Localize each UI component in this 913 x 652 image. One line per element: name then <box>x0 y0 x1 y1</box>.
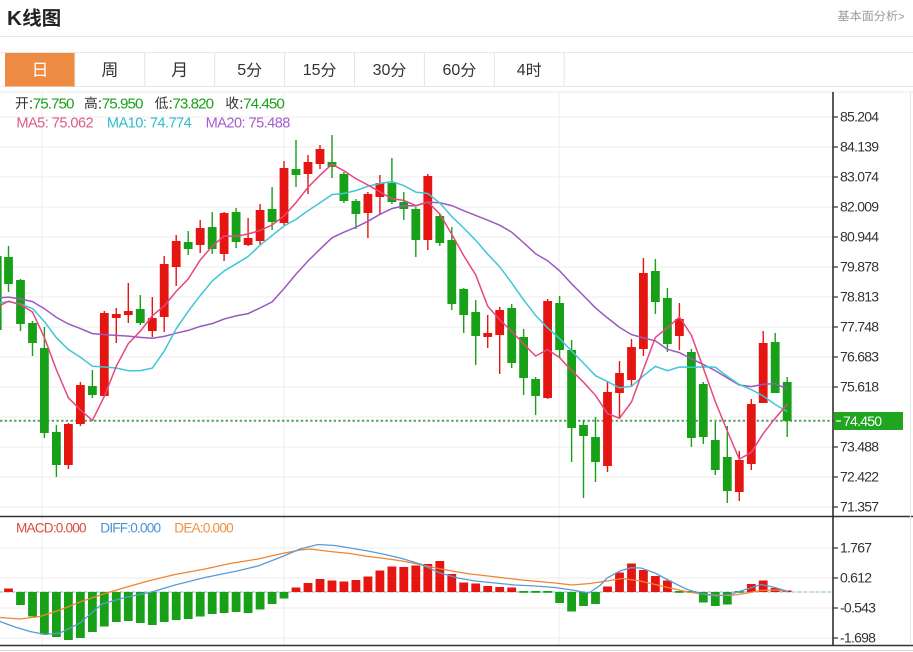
svg-text:60: 60 <box>443 62 461 79</box>
svg-text:83.074: 83.074 <box>840 169 879 185</box>
svg-text:76.683: 76.683 <box>840 349 879 365</box>
svg-text:74.450: 74.450 <box>243 96 284 113</box>
svg-text:79.878: 79.878 <box>840 259 879 275</box>
svg-text:K: K <box>7 7 22 30</box>
svg-text:DEA:0.000: DEA:0.000 <box>174 521 234 536</box>
svg-text:1.767: 1.767 <box>840 540 872 556</box>
svg-text:74.450: 74.450 <box>843 413 882 429</box>
svg-text::: : <box>169 96 173 113</box>
svg-text:71.357: 71.357 <box>840 499 879 515</box>
svg-text:-0.543: -0.543 <box>840 600 876 616</box>
svg-text:4: 4 <box>517 62 526 79</box>
svg-text:MACD:0.000: MACD:0.000 <box>16 521 87 536</box>
svg-text:>: > <box>898 11 905 23</box>
svg-text:84.139: 84.139 <box>840 139 879 155</box>
svg-text::: : <box>29 96 33 113</box>
svg-text:73.820: 73.820 <box>172 96 213 113</box>
svg-text:72.422: 72.422 <box>840 469 879 485</box>
svg-text:-1.698: -1.698 <box>840 630 876 646</box>
svg-text:75.618: 75.618 <box>840 379 879 395</box>
svg-text:82.009: 82.009 <box>840 199 879 215</box>
svg-text:77.748: 77.748 <box>840 319 879 335</box>
svg-text:MA5: 75.062: MA5: 75.062 <box>16 116 93 132</box>
svg-text::: : <box>98 96 102 113</box>
svg-text:85.204: 85.204 <box>840 109 879 125</box>
svg-text:MA20: 75.488: MA20: 75.488 <box>206 116 291 132</box>
svg-text:15: 15 <box>303 62 321 79</box>
svg-text:75.950: 75.950 <box>102 96 143 113</box>
svg-text:30: 30 <box>373 62 391 79</box>
svg-text:80.944: 80.944 <box>840 229 879 245</box>
svg-text:78.813: 78.813 <box>840 289 879 305</box>
svg-text:MA10: 74.774: MA10: 74.774 <box>107 116 192 132</box>
svg-text:0.612: 0.612 <box>840 570 872 586</box>
svg-text::: : <box>239 96 243 113</box>
svg-text:DIFF:0.000: DIFF:0.000 <box>100 521 161 536</box>
svg-text:75.750: 75.750 <box>33 96 74 113</box>
svg-text:5: 5 <box>237 62 246 79</box>
svg-text:73.488: 73.488 <box>840 439 879 455</box>
